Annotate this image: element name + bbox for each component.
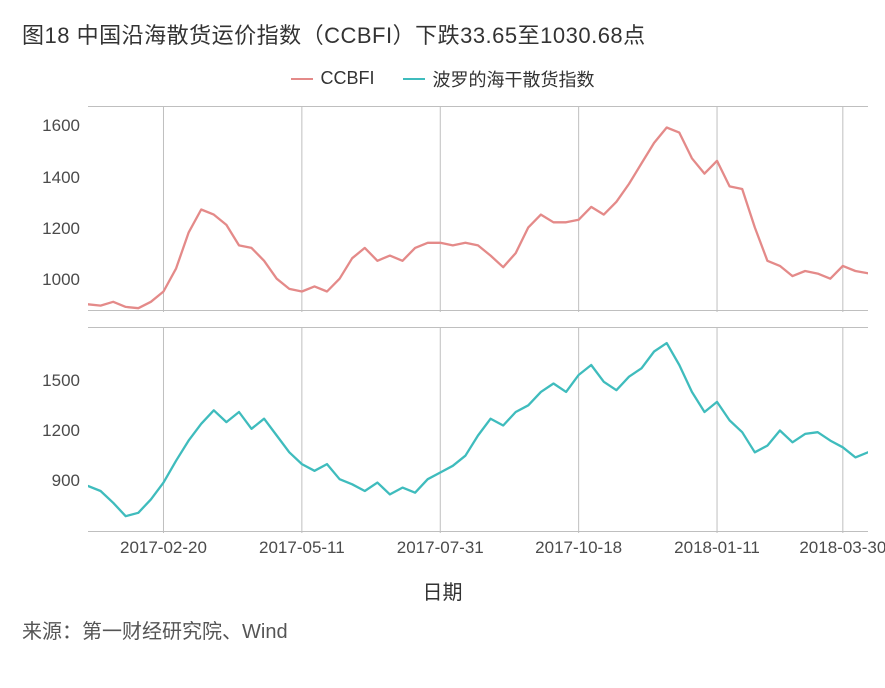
y-tick-label: 1600 xyxy=(42,116,80,136)
plot-area xyxy=(88,327,868,532)
y-tick-label: 1200 xyxy=(42,421,80,441)
x-axis-title: 日期 xyxy=(22,576,863,605)
y-tick-label: 1500 xyxy=(42,371,80,391)
legend-label: 波罗的海干散货指数 xyxy=(433,66,595,92)
y-tick-label: 900 xyxy=(52,471,80,491)
legend-item: 波罗的海干散货指数 xyxy=(403,66,595,92)
series-line xyxy=(88,328,868,533)
x-tick-label: 2018-01-11 xyxy=(674,538,760,558)
legend-item: CCBFI xyxy=(291,68,375,89)
x-tick-label: 2017-10-18 xyxy=(535,538,622,558)
y-tick-label: 1200 xyxy=(42,219,80,239)
x-tick-label: 2017-07-31 xyxy=(397,538,484,558)
y-tick-label: 1400 xyxy=(42,168,80,188)
chart-panel-ccbfi: 1000120014001600 xyxy=(88,106,853,311)
legend: CCBFI 波罗的海干散货指数 xyxy=(22,64,863,92)
plot-area xyxy=(88,106,868,311)
x-tick-label: 2018-03-30 xyxy=(799,538,885,558)
x-tick-label: 2017-05-11 xyxy=(259,538,345,558)
chart-title: 图18 中国沿海散货运价指数（CCBFI）下跌33.65至1030.68点 xyxy=(22,18,863,50)
legend-label: CCBFI xyxy=(321,68,375,89)
legend-swatch xyxy=(403,78,425,81)
legend-swatch xyxy=(291,78,313,81)
source-text: 来源：第一财经研究院、Wind xyxy=(22,615,863,644)
series-line xyxy=(88,107,868,312)
x-tick-label: 2017-02-20 xyxy=(120,538,207,558)
chart-panel-bdi: 900120015002017-02-202017-05-112017-07-3… xyxy=(88,327,853,560)
y-tick-label: 1000 xyxy=(42,270,80,290)
